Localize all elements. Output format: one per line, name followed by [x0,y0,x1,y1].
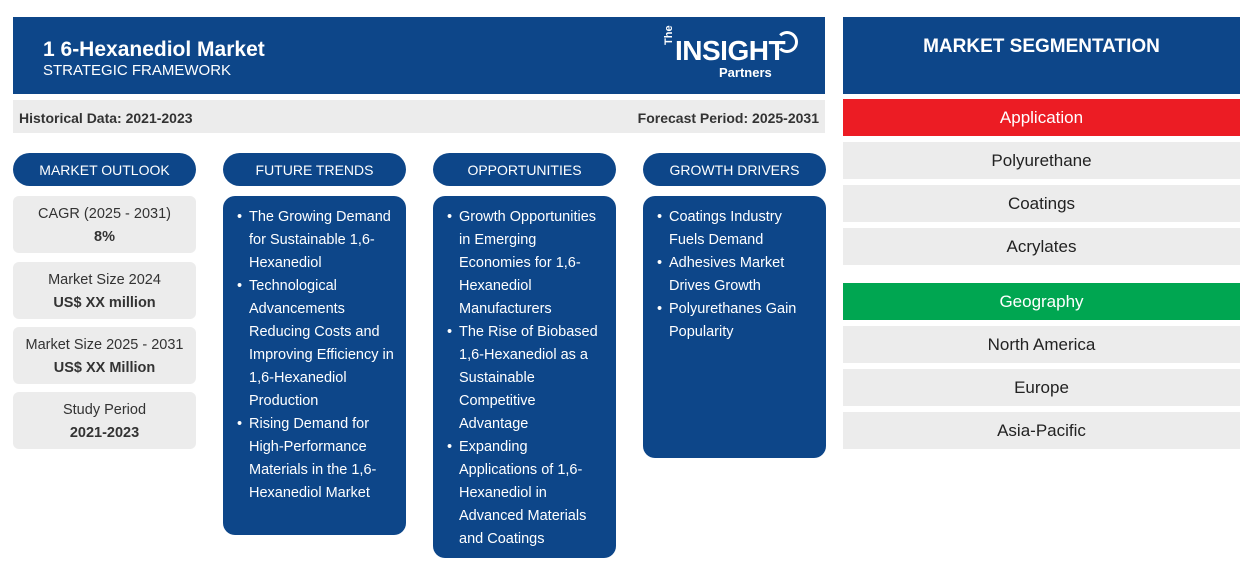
forecast-period: Forecast Period: 2025-2031 [637,110,819,126]
opportunities-card: Growth Opportunities in Emerging Economi… [433,196,616,558]
stat-value: 2021-2023 [69,425,140,441]
market-outlook-header: MARKET OUTLOOK [13,153,196,186]
insight-partners-logo: The INSIGHT Partners [663,25,803,83]
driver-item: Adhesives Market Drives Growth [657,252,818,298]
logo-main-text: INSIGHT [675,35,786,66]
page-title: 1 6-Hexanediol Market [43,38,265,61]
stat-study-period: Study Period 2021-2023 [13,392,196,449]
stat-cagr: CAGR (2025 - 2031) 8% [13,196,196,253]
report-header: 1 6-Hexanediol Market STRATEGIC FRAMEWOR… [13,17,825,94]
segment-application-header: Application [843,99,1240,136]
driver-item: Polyurethanes Gain Popularity [657,298,818,344]
trend-item: The Growing Demand for Sustainable 1,6-H… [237,206,398,275]
future-trends-header: FUTURE TRENDS [223,153,406,186]
stat-label: Market Size 2025 - 2031 [25,337,184,353]
segment-geography-header: Geography [843,283,1240,320]
logo-partners-text: Partners [719,65,772,80]
stat-label: Market Size 2024 [48,272,161,288]
opportunity-item: The Rise of Biobased 1,6-Hexanediol as a… [447,321,608,436]
period-bar: Historical Data: 2021-2023 Forecast Peri… [13,100,825,133]
segment-item: Europe [843,369,1240,406]
stat-label: Study Period [62,402,147,418]
stat-value: US$ XX million [53,295,156,311]
stat-market-size-forecast: Market Size 2025 - 2031 US$ XX Million [13,327,196,384]
driver-item: Coatings Industry Fuels Demand [657,206,818,252]
segmentation-title: MARKET SEGMENTATION [843,17,1240,94]
historical-period: Historical Data: 2021-2023 [19,110,193,126]
future-trends-card: The Growing Demand for Sustainable 1,6-H… [223,196,406,535]
trend-item: Technological Advancements Reducing Cost… [237,275,398,413]
stat-value: 8% [94,229,115,245]
growth-drivers-header: GROWTH DRIVERS [643,153,826,186]
opportunity-item: Expanding Applications of 1,6-Hexanediol… [447,436,608,551]
stat-market-size-2024: Market Size 2024 US$ XX million [13,262,196,319]
stat-value: US$ XX Million [53,360,156,376]
opportunity-item: Growth Opportunities in Emerging Economi… [447,206,608,321]
segment-item: Coatings [843,185,1240,222]
logo-ring-icon [776,31,798,53]
trend-item: Rising Demand for High-Performance Mater… [237,413,398,505]
growth-drivers-card: Coatings Industry Fuels Demand Adhesives… [643,196,826,458]
segment-item: North America [843,326,1240,363]
segment-item: Acrylates [843,228,1240,265]
page-subtitle: STRATEGIC FRAMEWORK [43,62,232,79]
logo-the-text: The [663,25,675,45]
segment-item: Asia-Pacific [843,412,1240,449]
stat-label: CAGR (2025 - 2031) [38,206,171,222]
segment-item: Polyurethane [843,142,1240,179]
opportunities-header: OPPORTUNITIES [433,153,616,186]
